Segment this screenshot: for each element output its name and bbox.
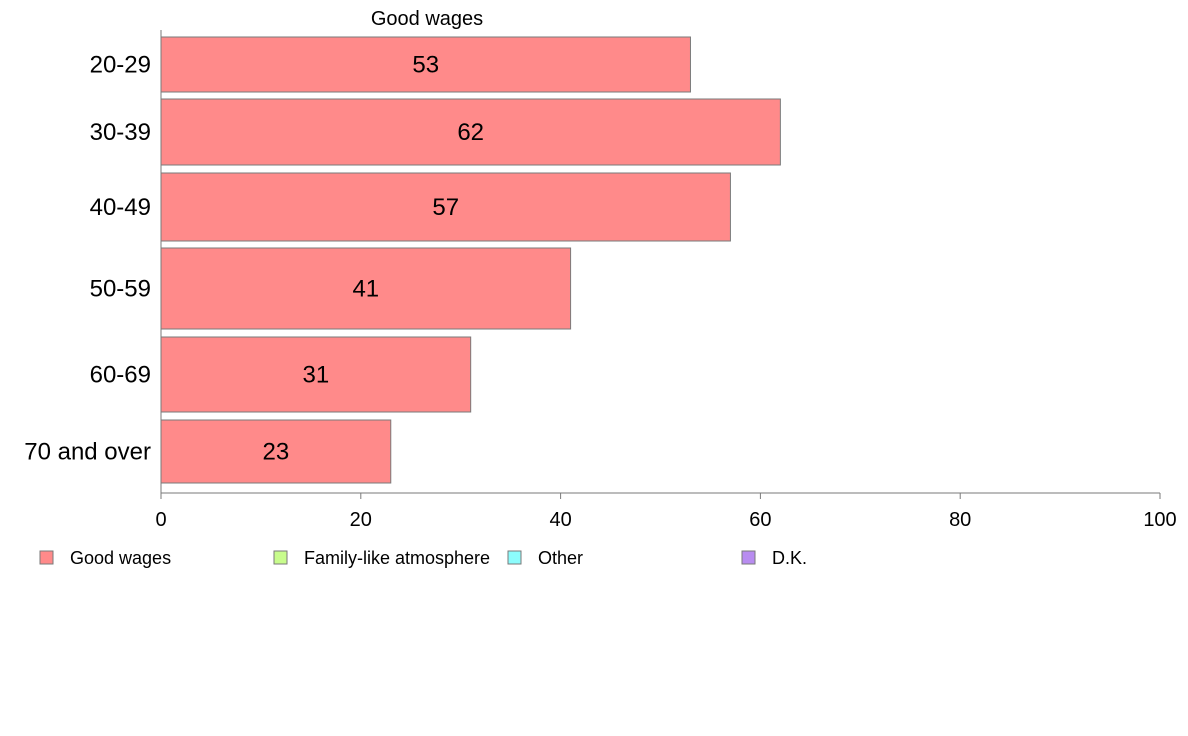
- x-tick-label: 40: [549, 509, 571, 531]
- chart-title: Good wages: [371, 8, 483, 30]
- bar-value-label: 23: [263, 439, 290, 466]
- category-label: 20-29: [90, 52, 151, 79]
- legend-swatch: [39, 550, 54, 565]
- category-label: 40-49: [90, 194, 151, 221]
- category-label: 70 and over: [24, 439, 151, 466]
- x-tick-label: 100: [1143, 509, 1176, 531]
- legend-swatch: [273, 550, 288, 565]
- bar-value-label: 53: [412, 52, 439, 79]
- x-tick-label: 0: [155, 509, 166, 531]
- bar-value-label: 31: [302, 362, 329, 389]
- bar: [160, 247, 572, 330]
- legend-label: Good wages: [70, 548, 171, 568]
- x-axis: 0 20 40 60 80 100: [155, 30, 1177, 531]
- category-label: 50-59: [90, 276, 151, 303]
- bars-layer: 20-29 53 30-39 62 40-49 57 50-59 41 60-69 31 70 an…: [24, 36, 781, 484]
- legend: Good wages Family-like atmosphere Other D.K…: [39, 548, 807, 568]
- legend-label: Other: [538, 548, 583, 568]
- x-tick-label: 60: [749, 509, 771, 531]
- legend-swatch: [741, 550, 756, 565]
- bar-value-label: 57: [432, 194, 459, 221]
- bar: [160, 419, 392, 484]
- x-tick-label: 20: [350, 509, 372, 531]
- x-tick-label: 80: [949, 509, 971, 531]
- category-label: 60-69: [90, 362, 151, 389]
- legend-label: Family-like atmosphere: [304, 548, 490, 568]
- bar: [160, 336, 472, 413]
- category-label: 30-39: [90, 119, 151, 146]
- bar: [160, 172, 731, 242]
- bar: [160, 36, 691, 93]
- bar-value-label: 62: [457, 119, 484, 146]
- legend-swatch: [507, 550, 522, 565]
- bar: [160, 98, 781, 166]
- legend-label: D.K.: [772, 548, 807, 568]
- bar-value-label: 41: [352, 276, 379, 303]
